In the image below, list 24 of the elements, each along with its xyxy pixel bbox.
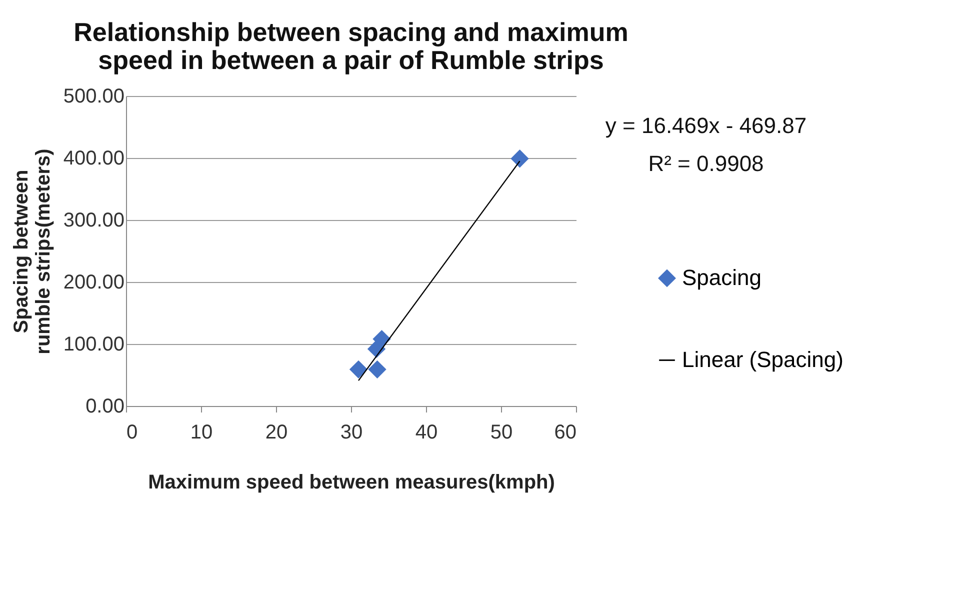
y-tick-label: 0.00 [86, 396, 124, 418]
x-axis-title: Maximum speed between measures(kmph) [148, 472, 555, 494]
point [368, 360, 386, 379]
x-tick-label: 60 [554, 422, 576, 444]
y-tick-label: 200.00 [63, 272, 124, 294]
x-tick-label: 20 [265, 422, 288, 444]
legend-label: Linear (Spacing) [682, 347, 844, 372]
x-tick-label: 0 [126, 422, 138, 444]
text: R² = 0.9908 [648, 151, 764, 176]
y-tick-label: 400.00 [63, 148, 124, 170]
x-tick-label: 40 [415, 422, 438, 444]
x-tick-label: 50 [490, 422, 513, 444]
x-tick-label: 30 [340, 422, 363, 444]
y-tick-label: 300.00 [63, 210, 124, 232]
y-tick-label: 500.00 [63, 86, 124, 108]
x-tick-label: 10 [190, 422, 213, 444]
point [510, 150, 529, 168]
chart-title: Relationship between spacing and maximum speed in between a pair of Rumble strips [74, 17, 628, 75]
legend-label: Spacing [682, 265, 762, 290]
point [349, 360, 368, 379]
point [372, 330, 391, 348]
text: y = 16.469x - 469.87 [605, 113, 807, 138]
y-axis-title: Spacing between rumble strips(meters) [10, 148, 54, 354]
y-tick-label: 100.00 [63, 334, 124, 356]
